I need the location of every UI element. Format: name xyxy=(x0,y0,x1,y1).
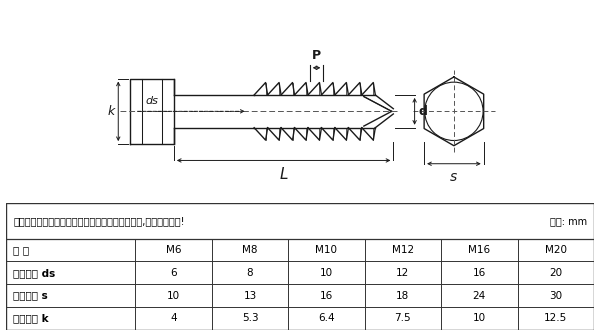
Text: 10: 10 xyxy=(167,290,180,300)
Text: 单位: mm: 单位: mm xyxy=(550,216,587,226)
Text: 规 格: 规 格 xyxy=(13,245,29,255)
Text: M16: M16 xyxy=(468,245,490,255)
Text: 螺杆直径 ds: 螺杆直径 ds xyxy=(13,268,55,278)
Text: M10: M10 xyxy=(316,245,337,255)
Text: 4: 4 xyxy=(170,313,177,323)
Text: L: L xyxy=(280,167,288,182)
Text: 6: 6 xyxy=(170,268,177,278)
Text: M8: M8 xyxy=(242,245,258,255)
Text: 12.5: 12.5 xyxy=(544,313,568,323)
Text: 30: 30 xyxy=(549,290,562,300)
Text: ds: ds xyxy=(146,97,158,107)
Text: 16: 16 xyxy=(320,290,333,300)
Text: d: d xyxy=(419,105,427,118)
Text: 8: 8 xyxy=(247,268,253,278)
Text: 16: 16 xyxy=(473,268,486,278)
Text: M6: M6 xyxy=(166,245,181,255)
Text: k: k xyxy=(108,105,115,118)
Text: 以下为单批测量数据，可能稍有误差，以实际为准,介意者请慎拍!: 以下为单批测量数据，可能稍有误差，以实际为准,介意者请慎拍! xyxy=(13,216,185,226)
Text: s: s xyxy=(450,170,458,184)
Text: M12: M12 xyxy=(392,245,414,255)
Text: P: P xyxy=(312,49,321,62)
Text: 7.5: 7.5 xyxy=(395,313,411,323)
Text: 6.4: 6.4 xyxy=(318,313,335,323)
Text: 24: 24 xyxy=(473,290,486,300)
Text: 头部厚度 k: 头部厚度 k xyxy=(13,313,49,323)
Text: 12: 12 xyxy=(396,268,410,278)
Text: 5.3: 5.3 xyxy=(242,313,259,323)
Text: M20: M20 xyxy=(545,245,567,255)
Text: 13: 13 xyxy=(244,290,257,300)
Text: 18: 18 xyxy=(396,290,410,300)
Text: 10: 10 xyxy=(320,268,333,278)
Text: 10: 10 xyxy=(473,313,486,323)
Text: 头部对边 s: 头部对边 s xyxy=(13,290,48,300)
Text: 20: 20 xyxy=(549,268,562,278)
